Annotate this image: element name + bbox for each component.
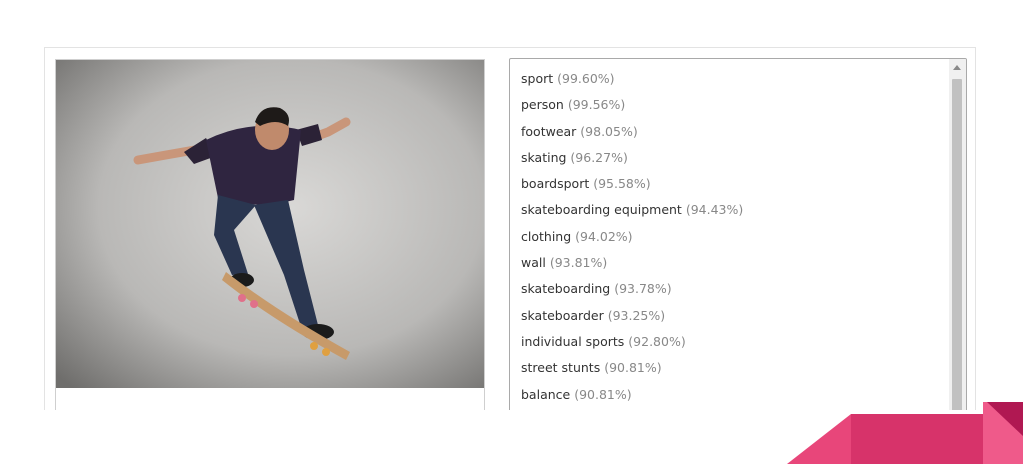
tag-item: skateboarding (93.78%) — [521, 276, 966, 302]
corner-decoration — [787, 402, 1023, 464]
tag-item: street stunts (90.81%) — [521, 355, 966, 381]
tag-confidence: (93.78%) — [614, 281, 672, 297]
tag-confidence: (95.58%) — [593, 176, 651, 192]
tag-item: boardsport (95.58%) — [521, 171, 966, 197]
tag-item: balance (90.81%) — [521, 382, 966, 408]
tag-label: sport — [521, 71, 554, 86]
tag-item: individual sports (92.80%) — [521, 329, 966, 355]
tag-item: clothing (94.02%) — [521, 224, 966, 250]
tag-item: sport (99.60%) — [521, 66, 966, 92]
tag-label: skateboarder — [521, 307, 604, 323]
tag-confidence: (99.56%) — [567, 97, 626, 113]
image-analysis-panel: sport (99.60%) person (99.56%) footwear (9… — [44, 47, 976, 410]
tag-label: skating — [521, 149, 567, 165]
tag-list[interactable]: sport (99.60%) person (99.56%) footwear (9… — [509, 58, 967, 410]
tag-confidence: (94.02%) — [575, 228, 633, 244]
tag-item: wall (93.81%) — [521, 250, 966, 276]
tag-item: skating (96.27%) — [521, 145, 966, 171]
skateboarder-photo — [56, 60, 484, 388]
tag-confidence: (93.81%) — [549, 255, 608, 271]
tag-confidence: (98.05%) — [580, 123, 638, 139]
tag-confidence: (90.81%) — [604, 360, 662, 376]
tag-confidence: (99.60%) — [557, 71, 615, 86]
scroll-up-icon[interactable] — [953, 65, 961, 70]
tag-item: skateboarder (93.25%) — [521, 303, 966, 329]
tag-items: sport (99.60%) person (99.56%) footwear (9… — [510, 59, 966, 408]
tag-confidence: (93.25%) — [607, 307, 666, 323]
tag-item: skateboarding equipment (94.43%) — [521, 197, 966, 223]
tag-label: person — [521, 97, 564, 113]
tag-confidence: (96.27%) — [570, 149, 628, 165]
scroll-thumb[interactable] — [952, 79, 962, 410]
tag-label: skateboarding equipment — [521, 202, 682, 218]
tag-item: person (99.56%) — [521, 92, 966, 118]
tag-item: footwear (98.05%) — [521, 119, 966, 145]
tag-confidence: (92.80%) — [628, 333, 686, 349]
tag-label: street stunts — [521, 360, 601, 376]
scrollbar[interactable] — [949, 59, 966, 410]
tag-label: wall — [521, 255, 546, 271]
tag-label: clothing — [521, 228, 572, 244]
tag-label: footwear — [521, 123, 577, 139]
tag-confidence: (90.81%) — [574, 386, 632, 402]
tag-label: balance — [521, 386, 571, 402]
image-preview — [55, 59, 485, 410]
tag-label: boardsport — [521, 176, 590, 192]
tag-confidence: (94.43%) — [685, 202, 744, 218]
tag-label: skateboarding — [521, 281, 611, 297]
tag-label: individual sports — [521, 333, 625, 349]
